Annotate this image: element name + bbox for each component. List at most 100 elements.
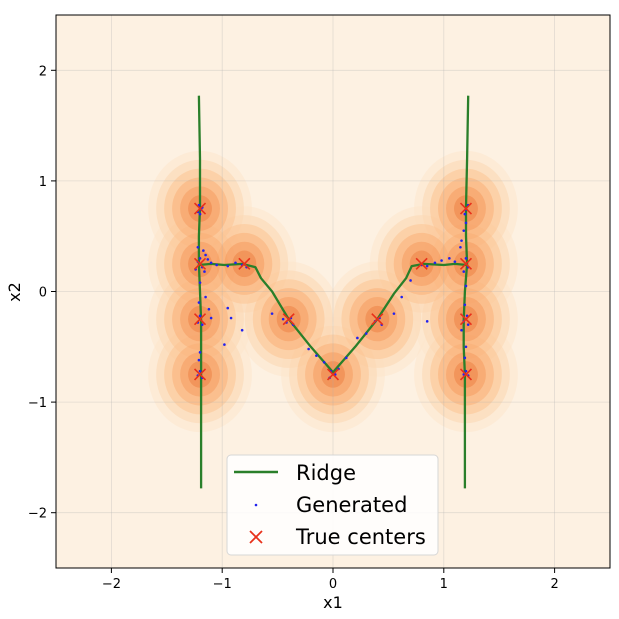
generated-point [203, 270, 206, 273]
generated-point [356, 336, 359, 340]
y-tick-label: −2 [28, 507, 47, 522]
generated-point [307, 347, 310, 351]
x-tick-label: 1 [440, 577, 448, 592]
generated-point [462, 270, 466, 273]
legend-centers-label: True centers [295, 525, 426, 549]
generated-point [198, 281, 202, 284]
generated-point [364, 332, 368, 335]
generated-point [464, 221, 468, 225]
generated-point [198, 212, 202, 216]
generated-point [197, 358, 201, 362]
generated-point [226, 306, 230, 310]
marker-stroke [282, 313, 295, 326]
generated-point [463, 356, 467, 360]
ridge-line [197, 95, 203, 489]
ridge-line [462, 95, 470, 489]
generated-series [194, 203, 470, 380]
marker-stroke [193, 202, 207, 215]
marker-stroke [459, 368, 473, 381]
true-center-marker [371, 313, 384, 326]
generated-point [453, 260, 457, 263]
generated-point [463, 212, 467, 216]
generated-point [409, 279, 412, 282]
generated-point [198, 351, 202, 354]
generated-point [206, 258, 210, 261]
y-tick-label: −1 [28, 396, 47, 411]
generated-point [196, 245, 200, 249]
generated-point [463, 303, 467, 307]
true-center-marker [459, 368, 473, 381]
x-tick-label: −2 [102, 577, 121, 592]
true-centers-series [193, 202, 473, 381]
x-tick-label: −1 [213, 577, 232, 592]
generated-point [425, 264, 429, 268]
y-axis-label: x2 [5, 282, 24, 302]
generated-point [440, 259, 443, 262]
axis-ticks: −2 −1 0 1 2 −2 −1 0 1 2 [28, 64, 559, 592]
y-tick-label: 0 [39, 286, 47, 301]
marker-stroke [415, 257, 428, 270]
marker-stroke [193, 257, 207, 270]
generated-point [229, 316, 233, 320]
generated-point [464, 369, 468, 373]
x-tick-label: 0 [329, 577, 337, 592]
generated-point [198, 369, 202, 373]
true-center-marker [415, 257, 428, 270]
generated-point [344, 356, 348, 360]
generated-point [400, 295, 403, 299]
generated-point [204, 295, 207, 299]
true-center-marker [459, 257, 473, 270]
generated-point [462, 229, 466, 232]
generated-point [202, 249, 205, 252]
marker-stroke [459, 202, 473, 215]
marker-stroke [459, 257, 473, 270]
true-center-marker [326, 368, 340, 381]
generated-point [464, 345, 468, 349]
generated-point [392, 312, 396, 315]
generated-point [425, 320, 429, 323]
generated-point [459, 245, 462, 249]
generated-point [433, 261, 437, 265]
generated-point [198, 257, 202, 260]
marker-stroke [371, 313, 384, 326]
generated-point [460, 239, 463, 242]
density-contours [148, 150, 518, 433]
generated-point [204, 253, 207, 257]
true-center-marker [459, 202, 473, 215]
generated-point [270, 312, 274, 315]
x-axis-label: x1 [323, 593, 343, 612]
generated-point [464, 257, 468, 260]
generated-point [209, 261, 213, 265]
marker-stroke [193, 313, 207, 326]
generated-point [198, 314, 202, 318]
generated-point [281, 317, 285, 321]
marker-stroke [459, 313, 473, 326]
legend-ridge-label: Ridge [296, 461, 356, 485]
generated-point [464, 284, 468, 288]
true-center-marker [193, 313, 207, 326]
true-center-marker [282, 313, 295, 326]
y-tick-label: 1 [39, 175, 47, 190]
true-center-marker [193, 368, 207, 381]
generated-point [197, 301, 201, 304]
y-tick-label: 2 [39, 64, 47, 79]
generated-point [240, 328, 244, 332]
generated-point [460, 328, 463, 332]
legend-centers-swatch [249, 530, 263, 544]
x-tick-label: 2 [550, 577, 558, 592]
true-center-marker [459, 313, 473, 326]
generated-point [315, 354, 318, 357]
marker-stroke [238, 257, 251, 270]
generated-point [448, 257, 451, 260]
true-center-marker [193, 257, 207, 270]
legend-box [226, 454, 439, 556]
legend-generated-label: Generated [296, 493, 407, 517]
true-center-marker [193, 202, 207, 215]
marker-stroke [193, 368, 207, 381]
generated-point [207, 307, 211, 311]
generated-point [200, 323, 204, 326]
generated-point [322, 360, 326, 364]
generated-point [234, 261, 237, 265]
